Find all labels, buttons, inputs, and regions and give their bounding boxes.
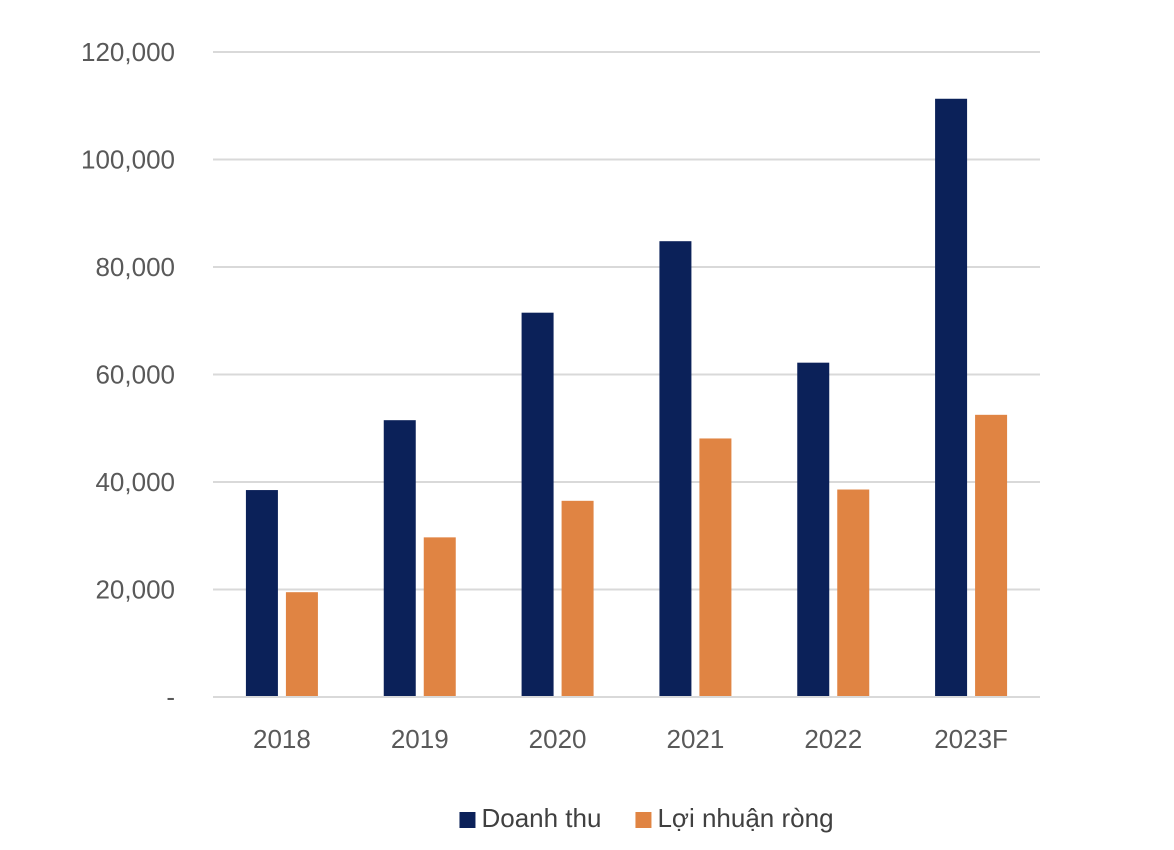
legend-swatch (635, 812, 652, 828)
x-tick-label: 2018 (253, 724, 311, 754)
x-tick-label: 2020 (529, 724, 587, 754)
y-tick-label: - (166, 682, 175, 712)
bar-loi-nhuan-rong-2019 (423, 537, 456, 697)
y-tick-label: 80,000 (95, 252, 175, 282)
legend-item: Doanh thu (459, 803, 601, 833)
bar-loi-nhuan-rong-2022 (837, 489, 870, 697)
y-tick-label: 20,000 (95, 575, 175, 605)
bar-doanh-thu-2022 (797, 362, 830, 697)
y-tick-label: 120,000 (81, 37, 175, 67)
bars (245, 98, 1008, 697)
x-tick-label: 2022 (804, 724, 862, 754)
bar-loi-nhuan-rong-2021 (699, 438, 732, 697)
x-axis-tick-labels: 2018 2019 2020 2021 2022 2023F (253, 724, 1008, 754)
gridlines (213, 51, 1040, 591)
bar-loi-nhuan-rong-2018 (285, 592, 318, 697)
legend-label: Doanh thu (481, 803, 601, 833)
bar-doanh-thu-2018 (245, 490, 278, 697)
x-tick-label: 2021 (666, 724, 724, 754)
legend-item: Lợi nhuận ròng (635, 803, 834, 833)
y-tick-label: 60,000 (95, 360, 175, 390)
legend: Doanh thu Lợi nhuận ròng (459, 803, 834, 833)
bar-loi-nhuan-rong-2020 (561, 500, 594, 697)
bar-loi-nhuan-rong-2023F (975, 414, 1008, 697)
bar-doanh-thu-2023F (935, 98, 968, 697)
y-tick-label: 100,000 (81, 145, 175, 175)
y-axis-tick-labels: - 20,000 40,000 60,000 80,000 100,000 120,000 (81, 37, 175, 712)
legend-swatch (459, 812, 476, 828)
bar-doanh-thu-2020 (521, 312, 554, 697)
bar-doanh-thu-2019 (383, 420, 416, 697)
y-tick-label: 40,000 (95, 467, 175, 497)
x-tick-label: 2019 (391, 724, 449, 754)
legend-label: Lợi nhuận ròng (657, 803, 833, 833)
x-tick-label: 2023F (934, 724, 1008, 754)
bar-doanh-thu-2021 (659, 241, 692, 697)
